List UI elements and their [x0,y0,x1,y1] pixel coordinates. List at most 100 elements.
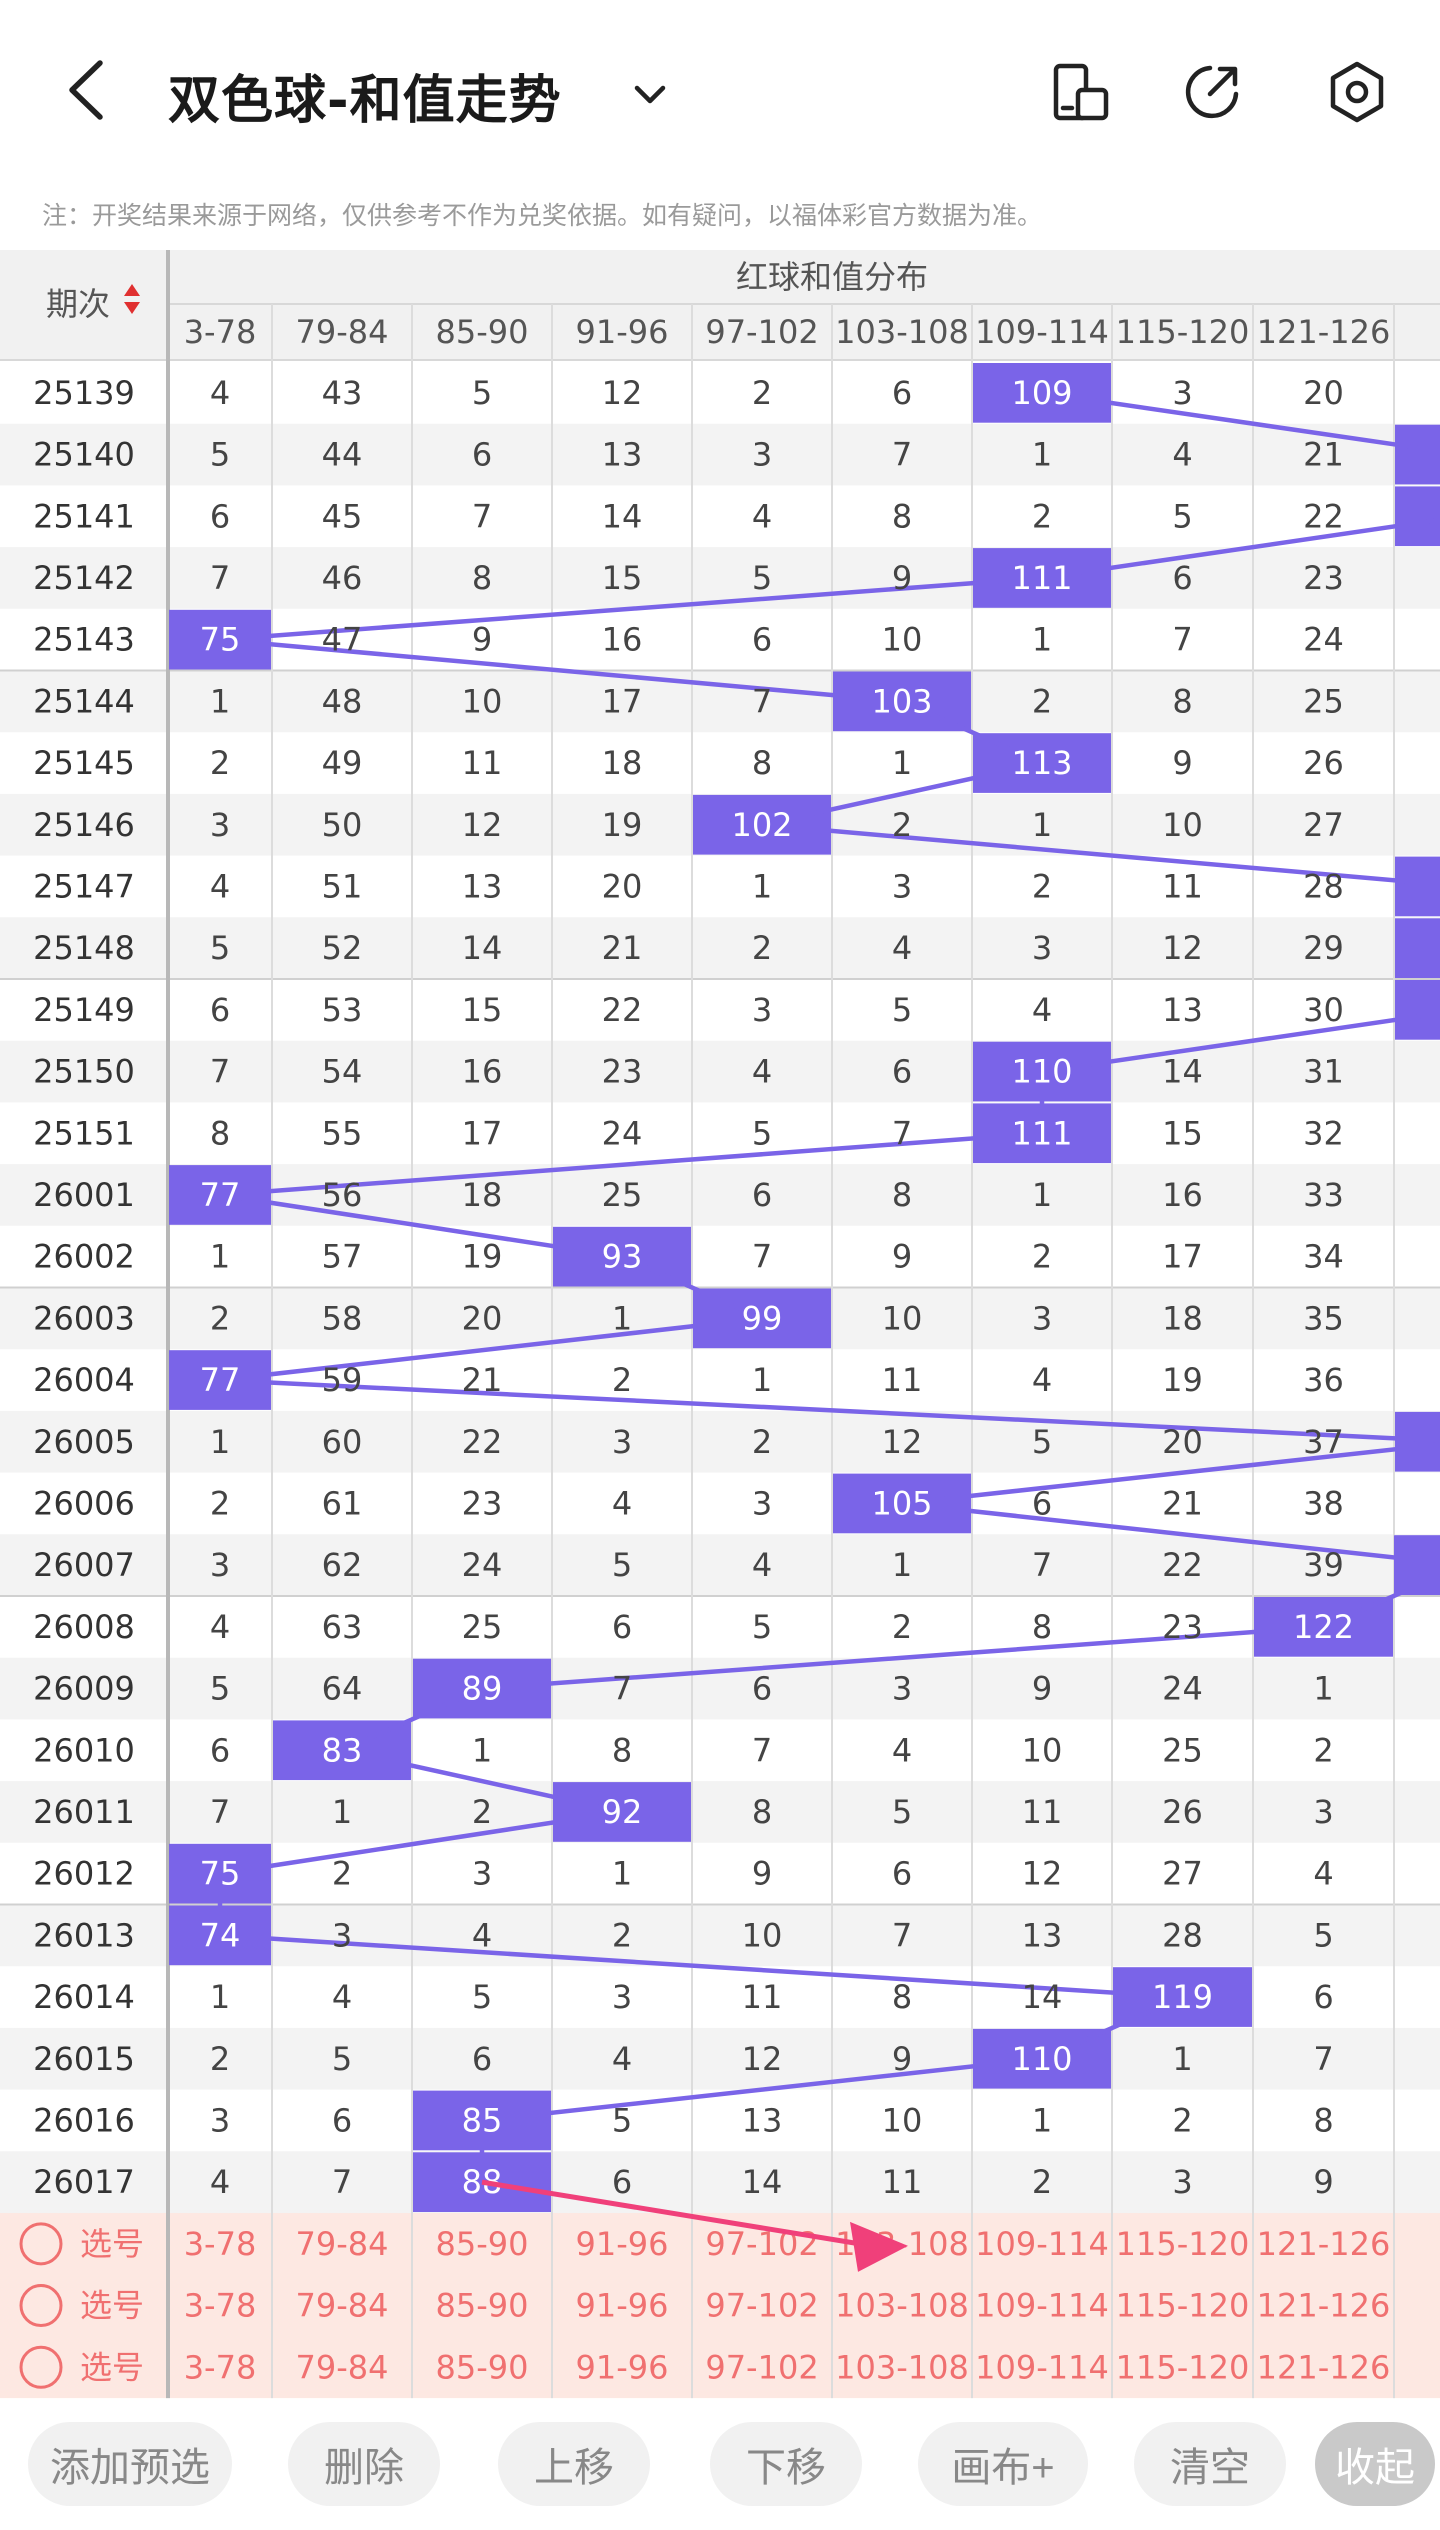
omission-cell: 25 [602,1176,643,1214]
omission-cell: 10 [1022,1731,1063,1769]
omission-cell: 2 [1032,1238,1052,1276]
omission-cell: 7 [332,2163,352,2201]
select-option[interactable]: 3-78 [184,2348,257,2386]
hit-value: 75 [200,1855,241,1893]
column-header: 115-120 [1116,313,1250,351]
omission-cell: 2 [752,929,772,967]
select-option[interactable]: 97-102 [705,2287,818,2325]
select-radio[interactable] [19,2345,63,2389]
hit-cell[interactable] [1395,486,1440,547]
period-cell: 25147 [33,867,135,905]
omission-cell: 14 [1162,1053,1203,1091]
omission-cell: 3 [210,1546,230,1584]
select-option[interactable]: 109-114 [975,2225,1109,2263]
select-option[interactable]: 121-126 [1257,2348,1391,2386]
move-up-button[interactable]: 上移 [498,2422,650,2506]
chevron-down-icon[interactable] [625,70,675,120]
omission-cell: 9 [892,559,912,597]
select-option[interactable]: 109-114 [975,2348,1109,2386]
disclaimer-note: 注：开奖结果来源于网络，仅供参考不作为兑奖依据。如有疑问，以福体彩官方数据为准。 [42,201,1043,230]
hit-cell[interactable] [1395,424,1440,485]
phone-rotate-icon[interactable] [1048,60,1112,124]
select-option[interactable]: 121-126 [1257,2225,1391,2263]
hit-cell[interactable] [1395,918,1440,978]
sort-up-icon[interactable] [124,284,140,296]
omission-cell: 26 [1303,744,1344,782]
omission-cell: 22 [602,991,643,1029]
select-label[interactable]: 选号 [80,2348,144,2386]
hit-cell-overflow[interactable] [1394,1535,1440,1595]
add-preselect-button[interactable]: 添加预选 [28,2422,232,2506]
omission-cell: 29 [1303,929,1344,967]
select-label[interactable]: 选号 [80,2225,144,2263]
trend-grid[interactable]: 期次 红球和值分布 3-78 79-84 85-90 91-96 97-102 103-108… [0,248,1440,2400]
select-radio[interactable] [19,2284,63,2328]
omission-cell: 7 [612,1670,632,1708]
omission-cell: 6 [210,991,230,1029]
omission-cell: 1 [1032,2101,1052,2139]
omission-cell: 3 [472,1855,492,1893]
omission-cell: 24 [462,1546,503,1584]
select-option[interactable]: 103-108 [835,2287,969,2325]
sort-down-icon[interactable] [124,302,140,314]
hit-value: 77 [200,1176,241,1214]
select-option[interactable]: 79-84 [296,2348,389,2386]
select-option[interactable]: 79-84 [296,2225,389,2263]
omission-cell: 17 [462,1114,503,1152]
move-down-button[interactable]: 下移 [710,2422,862,2506]
omission-cell: 1 [612,1299,632,1337]
settings-icon[interactable] [1325,60,1389,124]
omission-cell: 8 [1313,2101,1333,2139]
back-arrow-icon[interactable] [58,55,118,125]
trend-table[interactable]: 期次 红球和值分布 3-78 79-84 85-90 91-96 97-102 103-108… [0,248,1440,2400]
collapse-button[interactable]: 收起 [1315,2422,1435,2506]
select-radio[interactable] [19,2222,63,2266]
select-option[interactable]: 3-78 [184,2225,257,2263]
omission-cell: 2 [1032,497,1052,535]
omission-cell: 1 [210,682,230,720]
select-option[interactable]: 121-126 [1257,2287,1391,2325]
period-cell: 26011 [33,1793,135,1831]
period-header[interactable]: 期次 [46,285,110,323]
omission-cell: 18 [602,744,643,782]
page-title[interactable]: 双色球-和值走势 [168,71,562,131]
omission-cell: 3 [892,1670,912,1708]
period-cell: 25145 [33,744,135,782]
hit-cell[interactable] [1395,980,1440,1040]
period-cell: 26006 [33,1484,135,1522]
select-option[interactable]: 91-96 [576,2348,669,2386]
select-option[interactable]: 97-102 [705,2225,818,2263]
omission-cell: 18 [462,1176,503,1214]
omission-cell: 4 [892,929,912,967]
clear-button[interactable]: 清空 [1134,2422,1286,2506]
omission-cell: 49 [322,744,363,782]
omission-cell: 15 [1162,1114,1203,1152]
omission-cell: 46 [322,559,363,597]
select-option[interactable]: 115-120 [1116,2225,1250,2263]
omission-cell: 9 [1172,744,1192,782]
share-icon[interactable] [1180,60,1244,124]
select-option[interactable]: 85-90 [436,2225,529,2263]
select-option[interactable]: 115-120 [1116,2287,1250,2325]
select-option[interactable]: 97-102 [705,2348,818,2386]
select-option[interactable]: 103-108 [835,2348,969,2386]
select-option[interactable]: 91-96 [576,2225,669,2263]
hit-cell[interactable] [1395,856,1440,917]
select-option[interactable]: 109-114 [975,2287,1109,2325]
select-label[interactable]: 选号 [80,2287,144,2325]
omission-cell: 1 [752,1361,772,1399]
row-stripe [0,2151,1440,2213]
select-option[interactable]: 91-96 [576,2287,669,2325]
select-option[interactable]: 85-90 [436,2348,529,2386]
canvas-plus-button[interactable]: 画布+ [918,2422,1088,2506]
hit-value: 110 [1011,2040,1072,2078]
select-option[interactable]: 79-84 [296,2287,389,2325]
omission-cell: 53 [322,991,363,1029]
delete-button[interactable]: 删除 [288,2422,440,2506]
omission-cell: 20 [1162,1423,1203,1461]
select-option[interactable]: 115-120 [1116,2348,1250,2386]
select-option[interactable]: 3-78 [184,2287,257,2325]
omission-cell: 2 [332,1855,352,1893]
select-option[interactable]: 85-90 [436,2287,529,2325]
omission-cell: 8 [1032,1608,1052,1646]
